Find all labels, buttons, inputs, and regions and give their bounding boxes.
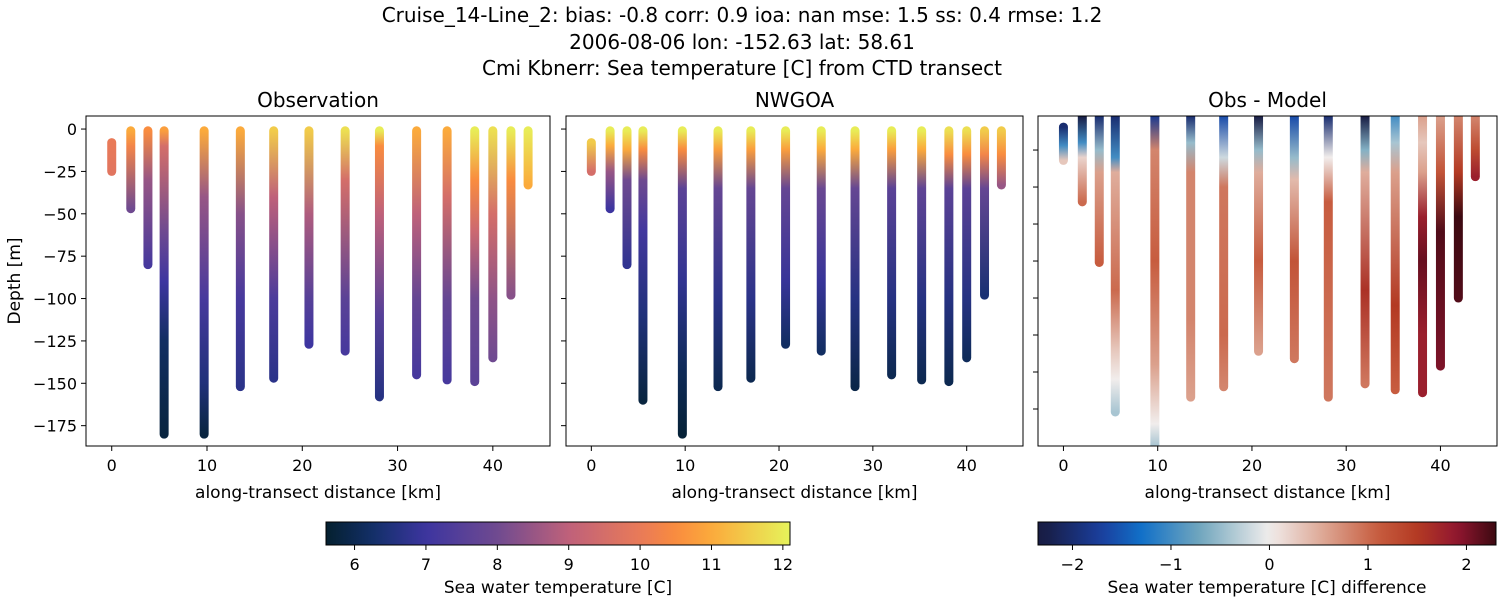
y-tick-label: 0	[67, 120, 77, 139]
x-tick-label: 20	[769, 456, 789, 475]
y-tick-label: −75	[43, 247, 77, 266]
colorbar-tick-label: 6	[349, 555, 359, 574]
x-tick-label: 30	[1336, 456, 1356, 475]
x-tick-label: 30	[863, 456, 883, 475]
x-tick-label: 20	[1242, 456, 1262, 475]
colorbar-tick-label: 7	[421, 555, 431, 574]
colorbar-tick-label: 0	[1264, 555, 1274, 574]
colorbar-gradient	[1037, 521, 1497, 546]
x-tick-label: 10	[197, 456, 217, 475]
y-tick-label: −150	[33, 374, 77, 393]
colorbar-tick-label: 9	[564, 555, 574, 574]
x-tick-label: 10	[1148, 456, 1168, 475]
y-axis-label: Depth [m]	[5, 237, 25, 324]
colorbar-tick-label: 8	[492, 555, 502, 574]
panel-0: 0 10 20 30 40 0 −25 −50 −75 −100 −125 −150 −175 Obser…	[5, 88, 551, 503]
x-tick-label: 40	[957, 456, 977, 475]
panel-title: Observation	[257, 88, 379, 112]
figure-title-line1: Cruise_14-Line_2: bias: -0.8 corr: 0.9 i…	[382, 3, 1103, 27]
colorbar-tick-label: −1	[1159, 555, 1183, 574]
profiles	[1058, 116, 1480, 446]
axes-frame	[85, 115, 551, 447]
y-tick-label: −125	[33, 332, 77, 351]
colorbar-label: Sea water temperature [C] difference	[1107, 578, 1426, 598]
y-tick-label: −25	[43, 162, 77, 181]
x-axis-label: along-transect distance [km]	[195, 483, 441, 503]
figure-title-line2: 2006-08-06 lon: -152.63 lat: 58.61	[569, 30, 915, 54]
panel-title: Obs - Model	[1208, 88, 1327, 112]
x-tick-label: 0	[586, 456, 596, 475]
colorbar-tick-label: 12	[773, 555, 793, 574]
colorbar-label: Sea water temperature [C]	[444, 578, 672, 598]
panel-2: 0 10 20 30 40 Obs - Model along-transect dista…	[1033, 88, 1498, 503]
x-tick-label: 0	[1058, 456, 1068, 475]
x-axis-label: along-transect distance [km]	[1145, 483, 1391, 503]
colorbar-gradient	[325, 521, 791, 546]
profiles	[107, 126, 533, 439]
axes-frame	[565, 115, 1024, 447]
panel-title: NWGOA	[755, 88, 835, 112]
colorbar-tick-label: 11	[701, 555, 721, 574]
colorbar-1: −2 −1 0 1 2 Sea water temperature [C] differe…	[1037, 521, 1497, 598]
panel-1: 0 10 20 30 40 NWGOA along-transect distance [k…	[561, 88, 1024, 503]
colorbar-tick-label: 2	[1461, 555, 1471, 574]
figure-title-line3: Cmi Kbnerr: Sea temperature [C] from CTD…	[482, 56, 1002, 80]
axes-frame	[1037, 115, 1498, 447]
x-tick-label: 40	[483, 456, 503, 475]
y-tick-label: −100	[33, 290, 77, 309]
colorbar-tick-label: 10	[630, 555, 650, 574]
profiles	[586, 126, 1006, 439]
y-tick-label: −50	[43, 205, 77, 224]
colorbar-0: 6 7 8 9 10 11 12 Sea water temperature [C]	[325, 521, 793, 598]
x-tick-label: 40	[1430, 456, 1450, 475]
x-axis-label: along-transect distance [km]	[672, 483, 918, 503]
x-tick-label: 10	[675, 456, 695, 475]
x-tick-label: 30	[387, 456, 407, 475]
x-tick-label: 0	[107, 456, 117, 475]
colorbar-tick-label: 1	[1363, 555, 1373, 574]
colorbar-tick-label: −2	[1061, 555, 1085, 574]
x-tick-label: 20	[292, 456, 312, 475]
y-tick-label: −175	[33, 417, 77, 436]
